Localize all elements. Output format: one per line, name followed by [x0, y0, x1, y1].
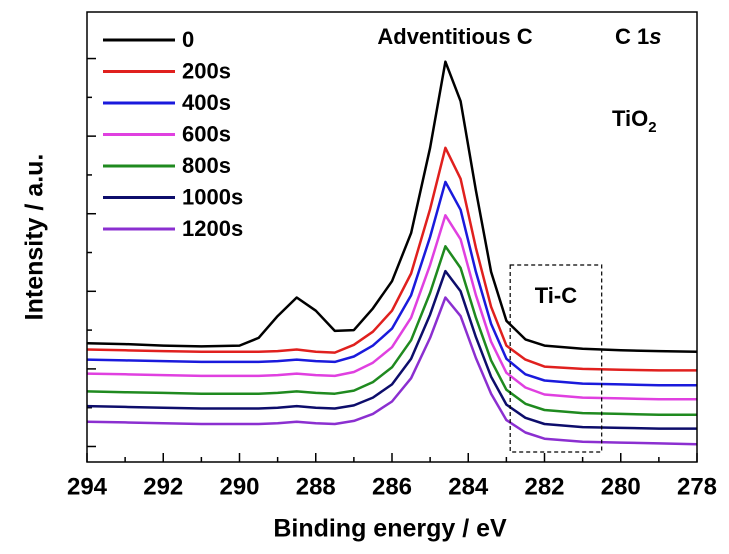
x-tick-label: 290 [219, 473, 259, 500]
annotation: Adventitious C [377, 24, 532, 49]
legend-label: 200s [182, 58, 231, 83]
legend-label: 1000s [182, 184, 243, 209]
series-line [86, 269, 697, 430]
annotation-part: TiO [612, 106, 648, 131]
legend-label: 1200s [182, 216, 243, 241]
x-tick-label: 286 [372, 473, 412, 500]
series-line [86, 60, 698, 354]
legend-label: 0 [182, 27, 194, 52]
x-tick-label: 292 [143, 473, 183, 500]
x-axis-label: Binding energy / eV [273, 515, 507, 543]
x-tick-label: 294 [67, 473, 108, 500]
legend-label: 600s [182, 121, 231, 146]
x-tick-label: 278 [677, 473, 717, 500]
region-box [509, 264, 603, 453]
annotation-part: C 1 [615, 24, 649, 49]
annotation: C 1s [615, 24, 662, 49]
series-line [86, 245, 697, 416]
series-line [86, 180, 697, 387]
annotation: TiO2 [612, 106, 657, 136]
x-tick-label: 288 [296, 473, 336, 500]
plot-frame [86, 11, 698, 463]
x-tick-label: 284 [448, 473, 489, 500]
annotation: Ti-C [535, 283, 577, 308]
series-line [86, 146, 697, 372]
legend-label: 800s [182, 153, 231, 178]
x-tick-label: 282 [524, 473, 564, 500]
legend-label: 400s [182, 90, 231, 115]
annotation-part: 2 [648, 119, 656, 136]
annotation-part: s [649, 24, 661, 49]
x-tick-label: 280 [601, 473, 641, 500]
series-line [86, 214, 697, 401]
y-axis-label: Intensity / a.u. [21, 154, 49, 321]
series-line [86, 296, 698, 446]
